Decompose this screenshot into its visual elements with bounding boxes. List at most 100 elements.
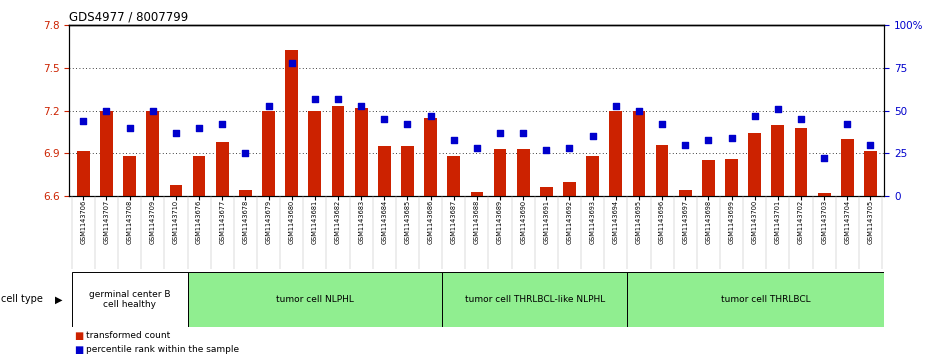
Bar <box>447 156 460 196</box>
Bar <box>609 111 622 196</box>
Point <box>585 133 600 139</box>
Text: GSM1143692: GSM1143692 <box>567 200 572 244</box>
Bar <box>169 185 182 196</box>
Text: percentile rank within the sample: percentile rank within the sample <box>86 345 239 354</box>
Bar <box>841 139 854 196</box>
Text: GSM1143680: GSM1143680 <box>289 200 294 244</box>
Bar <box>494 149 507 196</box>
Text: GSM1143694: GSM1143694 <box>613 200 619 244</box>
Point <box>76 118 91 124</box>
Point <box>145 108 160 114</box>
Bar <box>771 125 784 196</box>
Point <box>99 108 114 114</box>
Text: GSM1143707: GSM1143707 <box>104 200 109 244</box>
Text: GSM1143700: GSM1143700 <box>752 200 757 244</box>
Text: GSM1143678: GSM1143678 <box>243 200 248 244</box>
Bar <box>72 272 187 327</box>
Point <box>678 142 693 148</box>
Text: GSM1143705: GSM1143705 <box>868 200 873 244</box>
Point <box>307 96 322 102</box>
Text: GSM1143689: GSM1143689 <box>497 200 503 244</box>
Bar <box>187 272 443 327</box>
Point <box>562 145 577 151</box>
Point <box>608 103 623 109</box>
Text: GSM1143709: GSM1143709 <box>150 200 156 244</box>
Point <box>469 145 484 151</box>
Bar <box>262 111 275 196</box>
Text: GSM1143697: GSM1143697 <box>682 200 688 244</box>
Point <box>840 122 855 127</box>
Bar <box>702 160 715 196</box>
Point <box>446 137 461 143</box>
Text: GSM1143691: GSM1143691 <box>544 200 549 244</box>
Point <box>331 96 345 102</box>
Bar <box>216 142 229 196</box>
Text: GSM1143685: GSM1143685 <box>405 200 410 244</box>
Bar <box>795 128 807 196</box>
Bar <box>146 111 159 196</box>
Bar <box>656 145 669 196</box>
Text: GSM1143704: GSM1143704 <box>845 200 850 244</box>
Point <box>632 108 646 114</box>
Point <box>724 135 739 141</box>
Text: GSM1143683: GSM1143683 <box>358 200 364 244</box>
Bar <box>308 111 321 196</box>
Text: GSM1143696: GSM1143696 <box>659 200 665 244</box>
Bar <box>632 111 645 196</box>
Bar <box>100 111 113 196</box>
Text: GSM1143686: GSM1143686 <box>428 200 433 244</box>
Point <box>747 113 762 119</box>
Point <box>863 142 878 148</box>
Point <box>354 103 369 109</box>
Bar <box>443 272 627 327</box>
Bar <box>332 106 344 196</box>
Text: cell type: cell type <box>1 294 43 305</box>
Bar <box>123 156 136 196</box>
Text: tumor cell THRLBCL-like NLPHL: tumor cell THRLBCL-like NLPHL <box>465 295 605 304</box>
Text: tumor cell NLPHL: tumor cell NLPHL <box>276 295 354 304</box>
Bar <box>424 118 437 196</box>
Text: germinal center B
cell healthy: germinal center B cell healthy <box>89 290 170 309</box>
Bar <box>627 272 905 327</box>
Point <box>400 122 415 127</box>
Text: GDS4977 / 8007799: GDS4977 / 8007799 <box>69 11 189 24</box>
Text: GSM1143698: GSM1143698 <box>706 200 711 244</box>
Point <box>794 116 808 122</box>
Text: tumor cell THRLBCL: tumor cell THRLBCL <box>721 295 811 304</box>
Bar <box>864 151 877 196</box>
Text: GSM1143695: GSM1143695 <box>636 200 642 244</box>
Text: transformed count: transformed count <box>86 331 170 340</box>
Point <box>169 130 183 136</box>
Text: GSM1143679: GSM1143679 <box>266 200 271 244</box>
Bar <box>193 156 206 196</box>
Text: GSM1143701: GSM1143701 <box>775 200 781 244</box>
Point <box>377 116 392 122</box>
Text: GSM1143682: GSM1143682 <box>335 200 341 244</box>
Bar <box>470 192 483 196</box>
Text: ■: ■ <box>74 344 83 355</box>
Text: GSM1143687: GSM1143687 <box>451 200 457 244</box>
Bar <box>517 149 530 196</box>
Bar <box>748 134 761 196</box>
Text: GSM1143708: GSM1143708 <box>127 200 132 244</box>
Text: GSM1143676: GSM1143676 <box>196 200 202 244</box>
Bar <box>540 187 553 196</box>
Point <box>655 122 669 127</box>
Bar <box>77 151 90 196</box>
Text: GSM1143702: GSM1143702 <box>798 200 804 244</box>
Bar <box>355 108 368 196</box>
Bar <box>586 156 599 196</box>
Point <box>493 130 507 136</box>
Text: GSM1143710: GSM1143710 <box>173 200 179 244</box>
Text: GSM1143677: GSM1143677 <box>219 200 225 244</box>
Text: GSM1143690: GSM1143690 <box>520 200 526 244</box>
Bar <box>378 146 391 196</box>
Point <box>817 156 832 162</box>
Point <box>122 125 137 131</box>
Point <box>516 130 531 136</box>
Text: GSM1143706: GSM1143706 <box>81 200 86 244</box>
Bar <box>401 146 414 196</box>
Bar <box>563 182 576 196</box>
Point <box>284 60 299 66</box>
Text: GSM1143699: GSM1143699 <box>729 200 734 244</box>
